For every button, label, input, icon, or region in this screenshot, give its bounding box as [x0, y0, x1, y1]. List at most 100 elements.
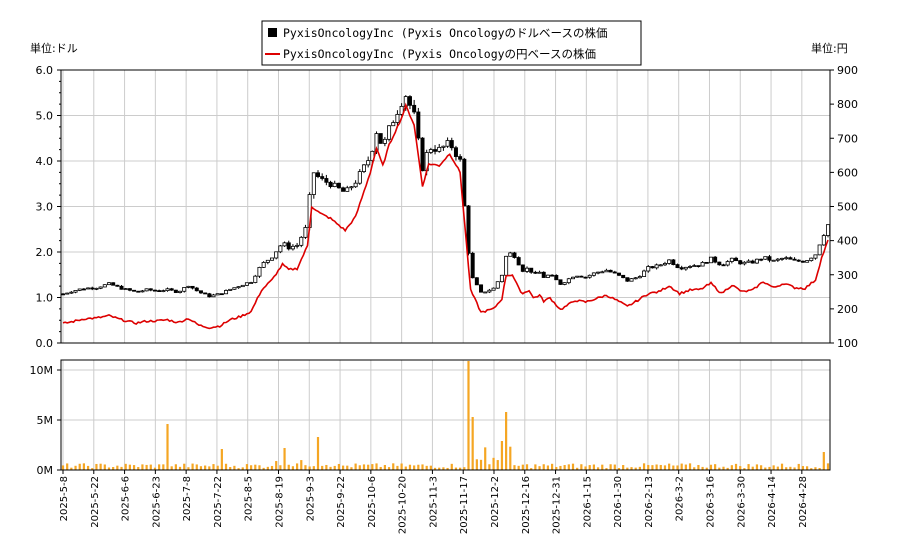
volume-bar [680, 463, 683, 470]
volume-bar [760, 465, 763, 470]
candle-body [520, 264, 525, 272]
y-right-tick-label: 600 [837, 166, 858, 179]
volume-bar [266, 466, 269, 470]
volume-bar [617, 468, 621, 470]
candle-body [433, 149, 438, 152]
candle-body [169, 288, 174, 291]
candle-body [270, 257, 275, 261]
candle-body [813, 254, 818, 259]
candle-body [65, 292, 70, 295]
candle-body [278, 245, 283, 253]
volume-bar [383, 464, 386, 470]
volume-bar [166, 424, 169, 470]
candle-body [349, 186, 354, 189]
candle-body [111, 282, 116, 286]
volume-bar [400, 463, 403, 470]
volume-bar [241, 467, 244, 470]
candle-body [591, 272, 596, 276]
volume-bar [521, 464, 524, 470]
candle-body [583, 276, 588, 279]
volume-bar [596, 467, 600, 470]
y-right-tick-label: 100 [837, 337, 858, 350]
candle-body [646, 266, 651, 272]
candle-body [132, 289, 137, 292]
volume-bar [295, 463, 299, 470]
candle-body [809, 257, 814, 261]
candle-body [382, 138, 387, 144]
volume-bar [542, 464, 545, 470]
candle-body [612, 271, 617, 274]
volume-bar [668, 463, 671, 470]
volume-bar [408, 464, 412, 470]
volume-bar [505, 412, 508, 470]
volume-bar [459, 467, 462, 470]
candle-body [203, 292, 208, 295]
y-right-tick-label: 200 [837, 303, 858, 316]
volume-bar [375, 463, 378, 470]
volume-bar [170, 466, 173, 470]
candle-body [161, 290, 166, 293]
candle-body [721, 264, 726, 267]
volume-bar [755, 464, 759, 470]
candle-body [483, 291, 488, 294]
volume-bar [567, 464, 570, 470]
candle-body [224, 290, 229, 295]
x-tick-label: 2025-6-6 [121, 476, 132, 521]
x-tick-label: 2026-3-30 [736, 476, 747, 528]
candle-body [688, 266, 693, 268]
candle-body [788, 257, 793, 260]
volume-bar [379, 466, 382, 470]
volume-bar [697, 464, 700, 470]
volume-bar [208, 466, 211, 470]
volume-bar [66, 463, 69, 470]
volume-bar [622, 465, 625, 470]
volume-bar [814, 467, 817, 470]
candle-body [232, 287, 237, 290]
x-tick-label: 2026-2-13 [644, 476, 655, 528]
x-tick-label: 2025-11-3 [428, 476, 439, 528]
candle-body [750, 260, 755, 264]
candle-body [257, 266, 262, 277]
candle-body [345, 187, 350, 192]
volume-bar [659, 464, 662, 470]
candle-body [734, 257, 739, 262]
candle-body [654, 264, 659, 269]
candle-body [571, 276, 576, 280]
candle-body [533, 271, 538, 274]
candle-body [244, 282, 249, 286]
x-tick-label: 2025-9-22 [336, 476, 347, 528]
candle-body [115, 284, 120, 287]
candle-body [420, 137, 425, 172]
y-volume-tick-label: 10M [30, 364, 54, 377]
volume-bar [112, 466, 115, 470]
candle-body [554, 274, 559, 281]
candle-body [441, 145, 446, 148]
volume-bar [576, 467, 579, 470]
candle-body [395, 114, 400, 123]
candle-body [81, 288, 86, 291]
volume-bar [183, 463, 186, 470]
candle-body [729, 257, 734, 262]
volume-bar [797, 463, 800, 470]
candle-body [708, 256, 713, 264]
volume-bar [387, 467, 391, 470]
volume-bar [730, 465, 733, 470]
candle-body [458, 156, 463, 160]
volume-bar [714, 464, 717, 470]
candle-body [516, 257, 521, 266]
volume-bar [734, 463, 738, 470]
volume-bar [120, 466, 123, 470]
candle-body [675, 264, 680, 269]
x-tick-label: 2026-1-15 [582, 476, 593, 528]
volume-bar [475, 459, 478, 470]
candle-body [537, 271, 542, 274]
volume-bar [693, 467, 696, 470]
volume-bar [82, 463, 86, 470]
x-tick-label: 2025-6-23 [151, 476, 162, 528]
legend-dollar-swatch [268, 28, 277, 37]
volume-bar [488, 464, 491, 470]
volume-bar [454, 467, 458, 470]
volume-bar [588, 465, 591, 470]
volume-bar [642, 463, 646, 470]
volume-bar [705, 467, 708, 470]
